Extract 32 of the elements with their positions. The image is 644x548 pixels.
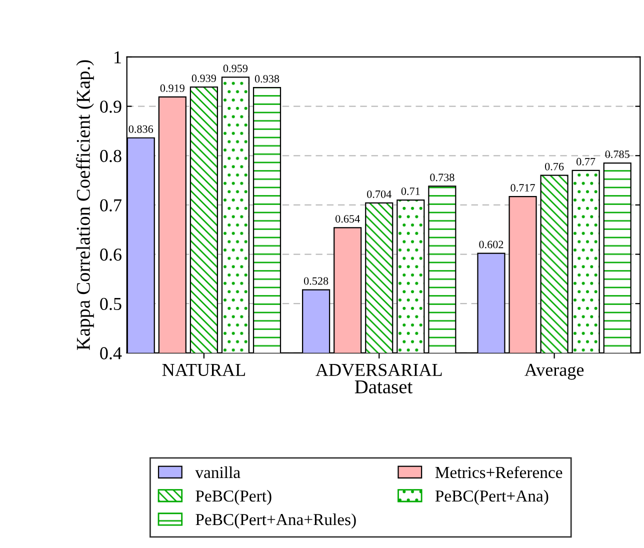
y-tick-label: 0.9: [100, 100, 122, 113]
data-label: 0.704: [367, 190, 392, 198]
legend-label: PeBC(Pert+Ana): [435, 490, 548, 506]
legend-label: PeBC(Pert+Ana+Rules): [196, 513, 356, 529]
y-tick-label: 0.4: [100, 347, 122, 360]
legend-label: PeBC(Pert): [196, 490, 272, 506]
data-label: 0.77: [576, 158, 596, 166]
data-label: 0.738: [430, 174, 454, 182]
legend-label: Metrics+Reference: [435, 466, 562, 478]
y-tick-label: 0.6: [100, 248, 122, 261]
y-tick-label: 1: [114, 51, 121, 64]
x-tick-label: NATURAL: [162, 364, 245, 376]
data-label: 0.717: [510, 184, 535, 192]
data-label: 0.836: [128, 125, 154, 133]
data-label: 0.602: [479, 240, 504, 248]
y-tick-label: 0.8: [100, 150, 122, 162]
data-label: 0.785: [605, 150, 630, 158]
y-axis-title: Kappa Correlation Coefficient (Kap.): [76, 60, 94, 350]
data-label: 0.71: [401, 187, 420, 196]
data-label: 0.528: [304, 277, 328, 285]
x-axis-title: Dataset: [354, 380, 413, 394]
y-tick-label: 0.7: [100, 199, 122, 212]
x-tick-label: ADVERSARIAL: [316, 364, 442, 376]
data-label: 0.76: [545, 162, 564, 170]
data-label: 0.938: [254, 75, 280, 83]
data-label: 0.959: [223, 64, 248, 72]
data-label: 0.919: [160, 84, 184, 92]
legend-label: vanilla: [195, 466, 240, 478]
y-tick-label: 0.5: [100, 298, 122, 310]
x-tick-label: Average: [524, 364, 584, 380]
data-label: 0.939: [192, 74, 216, 82]
data-label: 0.654: [336, 215, 360, 223]
